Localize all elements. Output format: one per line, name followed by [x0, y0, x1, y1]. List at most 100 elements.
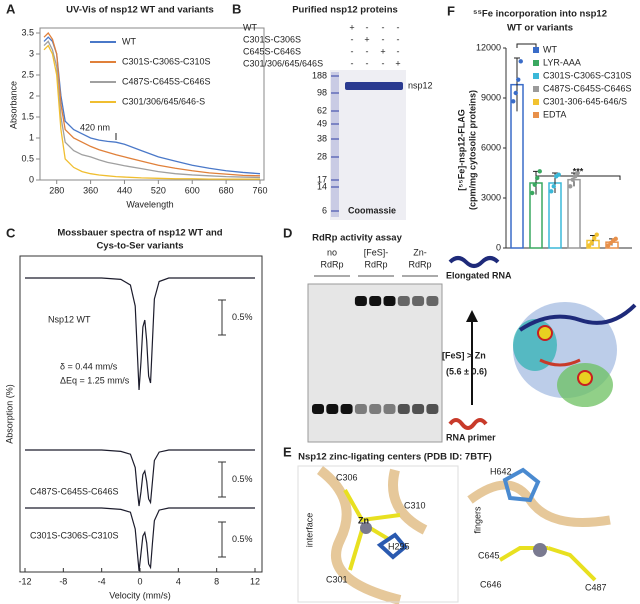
sign: - [397, 46, 400, 56]
legend-label: C301/306/645/646-S [122, 96, 205, 106]
data-point [513, 90, 518, 96]
sign: - [382, 22, 385, 32]
x-tick-label: -12 [18, 576, 31, 586]
y-axis-label: [⁵⁵Fe]-nsp12-FLAG [456, 109, 466, 190]
residue-label: Zn [358, 515, 369, 525]
error-bar [514, 57, 520, 112]
gel-b [330, 70, 406, 220]
line-series [43, 31, 261, 177]
comparison: [FeS] > Zn [442, 350, 486, 360]
lane-label: RdRp [408, 259, 431, 269]
lane-label: RdRp [320, 259, 343, 269]
band-label: RNA primer [446, 432, 496, 442]
data-point [511, 99, 516, 104]
ladder-band [331, 186, 339, 188]
bracket [516, 43, 537, 48]
x-tick-label: 12 [250, 576, 260, 586]
sign: - [351, 58, 354, 68]
ladder-label: 17 [317, 174, 327, 184]
region-label: fingers [472, 506, 482, 534]
zinc-site-left [316, 466, 428, 604]
x-tick-label: 680 [219, 185, 234, 195]
sign: - [397, 22, 400, 32]
data-point [556, 172, 561, 177]
band [354, 404, 367, 414]
band [354, 296, 367, 306]
scale-bar [218, 299, 226, 336]
panel-label: D [283, 225, 292, 240]
legend-swatch [533, 99, 539, 105]
residue-label: C310 [404, 500, 426, 510]
band [397, 404, 410, 414]
panel-label: C [6, 225, 16, 240]
chart-title: ⁵⁵Fe incorporation into nsp12 [473, 9, 607, 20]
band-label: nsp12 [408, 80, 433, 90]
y-tick-label: 3 [29, 48, 34, 58]
stain-label: Coomassie [348, 205, 396, 215]
x-tick-label: 520 [151, 185, 166, 195]
sign: - [382, 58, 385, 68]
band [383, 404, 396, 414]
chart-title: Mossbauer spectra of nsp12 WT and [57, 228, 222, 239]
bar [567, 178, 581, 249]
sign: + [349, 22, 354, 32]
y-tick-label: 1 [29, 132, 34, 142]
legend-label: C487S-C645S-C646S [122, 76, 211, 86]
ladder-lane [331, 72, 339, 217]
ladder-label: 14 [317, 181, 327, 191]
sign: - [366, 22, 369, 32]
region-label: interface [304, 513, 314, 548]
data-point [530, 190, 535, 196]
zinc-site-right [467, 467, 611, 582]
band [312, 404, 324, 414]
band [383, 296, 396, 306]
scale-bar-label: 0.5% [232, 534, 253, 544]
x-tick-label: 760 [252, 185, 267, 195]
x-tick-label: 4 [176, 576, 181, 586]
sign: + [380, 46, 385, 56]
ladder-label: 49 [317, 118, 327, 128]
annotation: δ = 0.44 mm/s [60, 361, 118, 371]
ladder-label: 38 [317, 133, 327, 143]
band [412, 404, 425, 414]
frame [297, 465, 459, 603]
data-point [537, 169, 542, 174]
gel-title: Purified nsp12 proteins [292, 5, 398, 16]
ladder-band [331, 210, 339, 212]
data-point [570, 177, 575, 182]
trace-label: C301S-C306S-C310S [30, 530, 119, 540]
lane-label: RdRp [364, 259, 387, 269]
sign: - [366, 58, 369, 68]
x-tick-label: 360 [83, 185, 98, 195]
panel-title: Nsp12 zinc-ligating centers (PDB ID: 7BT… [298, 452, 492, 463]
legend-swatch [533, 73, 539, 79]
band-label: Elongated RNA [446, 270, 512, 280]
annotation: ΔEq = 1.25 mm/s [60, 375, 130, 385]
legend-label: LYR-AAA [543, 57, 581, 67]
y-tick-label: 3000 [481, 192, 501, 202]
legend-label: C487S-C645S-C646S [543, 83, 632, 93]
data-point [532, 182, 537, 187]
residue-label: H642 [490, 466, 512, 476]
band [326, 404, 339, 414]
legend-label: C301-306-645-646/S [543, 96, 627, 106]
annotation: 420 nm [80, 122, 110, 132]
data-point [589, 240, 594, 246]
rna-icon [448, 256, 500, 268]
data-point [613, 236, 618, 242]
row-label: C301S-C306S [243, 34, 301, 44]
legend-label: C301S-C306S-C310S [543, 70, 632, 80]
plot-frame [19, 255, 263, 573]
rna-icon [448, 418, 488, 430]
lane-label: Zn- [413, 247, 427, 257]
spectrum [25, 507, 255, 572]
ladder-label: 98 [317, 87, 327, 97]
sign: - [351, 46, 354, 56]
legend-swatch [533, 47, 539, 53]
scale-bar [218, 521, 226, 558]
y-tick-label: 9000 [481, 92, 501, 102]
line-series [43, 40, 261, 179]
band [397, 296, 410, 306]
legend-swatch [533, 60, 539, 66]
band [426, 404, 439, 414]
